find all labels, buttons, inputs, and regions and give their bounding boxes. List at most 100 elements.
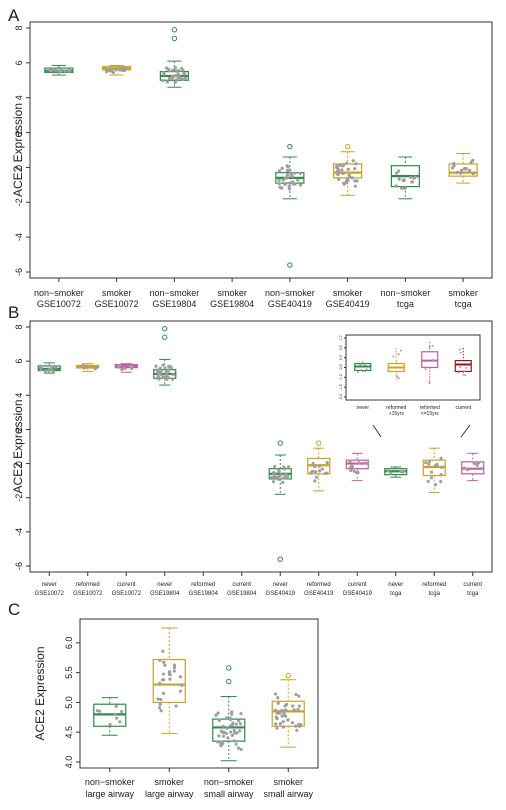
- data-point-b: [117, 364, 122, 368]
- data-point-a: [183, 76, 187, 81]
- data-point-b: [462, 466, 467, 470]
- data-point-c: [163, 663, 167, 667]
- data-point-b: [154, 364, 158, 368]
- x-tick-label-a: smoker: [217, 288, 247, 298]
- data-point-b: [47, 368, 51, 372]
- data-point-b: [164, 373, 168, 377]
- x-tick-label-b: GSE40419: [343, 591, 373, 597]
- data-point-b: [157, 377, 161, 381]
- data-point-a: [53, 68, 58, 72]
- data-point-b: [427, 462, 431, 466]
- data-point-b: [466, 468, 470, 472]
- data-point-c: [291, 704, 295, 708]
- data-point-b: [313, 464, 317, 469]
- inset-box: [454, 360, 472, 373]
- y-axis-label-c: ACE2 Expression: [33, 646, 47, 740]
- x-tick-label-a: non−smoker: [380, 288, 430, 298]
- data-point-b: [389, 471, 393, 475]
- box-c: [271, 700, 305, 727]
- data-point-a: [341, 171, 345, 176]
- outlier-point-a: [287, 143, 293, 150]
- inset-data-point: [392, 355, 395, 358]
- y-tick-label-b: -6: [14, 562, 24, 570]
- data-point-b: [284, 473, 288, 477]
- data-point-b: [357, 460, 361, 465]
- data-point-c: [158, 702, 162, 706]
- x-tick-label-b: reformed: [76, 582, 100, 588]
- y-tick-label-c: 4.5: [64, 726, 74, 739]
- data-point-b: [277, 474, 281, 478]
- data-point-c: [172, 663, 177, 667]
- inset-data-point: [397, 377, 400, 380]
- inset-connector-left: [372, 424, 382, 438]
- data-point-a: [165, 80, 169, 84]
- data-point-b: [156, 374, 160, 378]
- data-point-c: [286, 718, 290, 722]
- data-point-b: [429, 470, 434, 474]
- data-point-a: [335, 165, 339, 170]
- data-point-a: [67, 70, 71, 74]
- data-point-c: [108, 722, 112, 727]
- data-point-c: [231, 721, 235, 725]
- data-point-c: [221, 724, 225, 728]
- data-point-c: [297, 694, 301, 698]
- data-point-b: [282, 467, 286, 471]
- data-point-b: [439, 456, 443, 460]
- data-point-b: [317, 464, 322, 468]
- inset-data-point: [356, 371, 359, 374]
- data-point-a: [459, 168, 464, 172]
- data-point-c: [239, 711, 243, 716]
- data-point-c: [229, 730, 233, 734]
- data-point-c: [113, 712, 117, 717]
- data-point-b: [277, 477, 281, 481]
- x-tick-label-b: never: [42, 582, 57, 588]
- data-point-b: [386, 469, 390, 473]
- data-point-c: [294, 724, 298, 728]
- data-point-b: [477, 461, 481, 465]
- inset-y-tick-label: 1.0: [339, 336, 343, 341]
- data-point-c: [234, 742, 238, 746]
- data-point-b: [426, 479, 430, 483]
- data-point-c: [281, 720, 285, 724]
- data-point-c: [230, 712, 234, 716]
- data-point-a: [401, 178, 405, 183]
- data-point-c: [235, 731, 239, 735]
- inset-data-point: [458, 348, 461, 351]
- data-point-c: [172, 665, 177, 670]
- data-point-c: [296, 707, 300, 712]
- data-point-b: [323, 471, 328, 476]
- box-c: [152, 658, 186, 704]
- data-point-b: [159, 369, 163, 373]
- data-point-c: [221, 734, 226, 738]
- inset-data-point: [431, 344, 434, 347]
- x-tick-label-a: GSE19804: [210, 299, 254, 309]
- data-point-a: [181, 77, 185, 81]
- y-tick-label-a: 6: [14, 60, 24, 65]
- data-point-a: [350, 176, 354, 180]
- data-point-b: [168, 364, 172, 368]
- x-tick-label-a: GSE40419: [326, 299, 370, 309]
- data-point-a: [336, 169, 341, 173]
- data-point-b: [129, 364, 133, 368]
- box-c: [212, 718, 246, 742]
- data-point-c: [158, 681, 162, 685]
- data-point-c: [276, 701, 280, 705]
- data-point-c: [297, 704, 301, 708]
- x-tick-label-b: GSE10072: [112, 591, 142, 597]
- data-point-b: [163, 366, 167, 370]
- data-point-c: [225, 716, 229, 720]
- y-tick-label-b: 6: [14, 359, 24, 364]
- y-tick-label-c: 4.0: [64, 756, 74, 769]
- data-point-b: [475, 463, 479, 467]
- data-point-a: [167, 69, 171, 73]
- inset-data-point: [395, 362, 398, 365]
- data-point-c: [178, 675, 182, 679]
- data-point-a: [285, 168, 290, 173]
- data-point-b: [439, 465, 444, 469]
- data-point-a: [293, 171, 297, 175]
- data-point-c: [115, 716, 119, 720]
- data-point-a: [291, 180, 295, 184]
- data-point-b: [157, 372, 161, 376]
- y-tick-label-c: 6.0: [64, 637, 74, 650]
- x-tick-label-a: non−smoker: [34, 288, 84, 298]
